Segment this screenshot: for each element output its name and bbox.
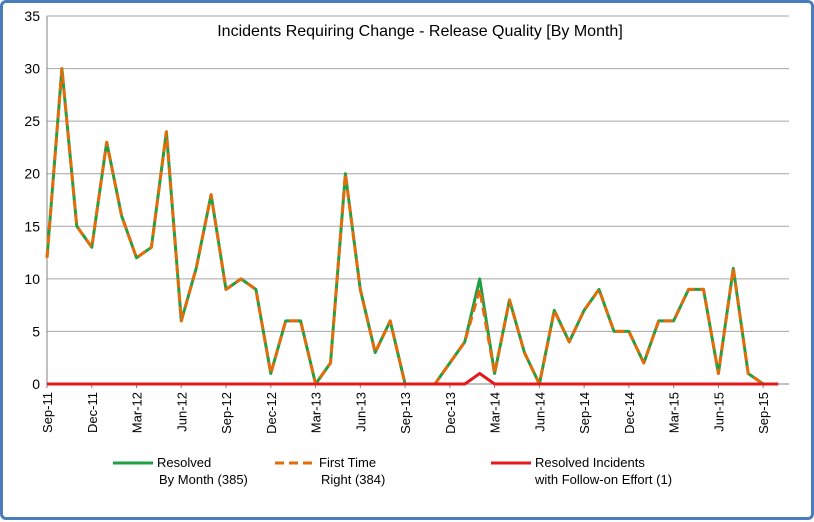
chart-title: Incidents Requiring Change - Release Qua… xyxy=(217,23,623,40)
x-tick-label: Mar-13 xyxy=(309,392,324,433)
x-axis-ticks: Sep-11 Dec-11 Mar-12 Jun-12 Sep-12 Dec-12 Mar-… xyxy=(40,384,771,434)
x-tick-label: Dec-11 xyxy=(85,392,100,433)
legend-label: By Month (385) xyxy=(159,472,248,487)
y-tick-label: 35 xyxy=(24,8,40,24)
x-tick-label: Jun-14 xyxy=(532,392,547,432)
legend-label: with Follow-on Effort (1) xyxy=(534,472,672,487)
x-tick-label: Mar-14 xyxy=(488,392,503,433)
legend-label: Right (384) xyxy=(321,472,385,487)
x-tick-label: Jun-12 xyxy=(174,392,189,432)
series-lines xyxy=(45,67,779,386)
x-tick-label: Jun-13 xyxy=(353,392,368,432)
y-tick-label: 30 xyxy=(24,61,40,77)
x-tick-label: Sep-11 xyxy=(40,392,55,433)
legend: Resolved By Month (385) First Time Right (3… xyxy=(113,455,672,487)
y-tick-label: 15 xyxy=(24,218,40,234)
x-tick-label: Mar-12 xyxy=(130,392,145,433)
legend-label: Resolved Incidents xyxy=(535,455,645,470)
x-tick-label: Sep-15 xyxy=(756,392,771,434)
y-tick-label: 20 xyxy=(24,166,40,182)
y-axis-ticks: 0 5 10 15 20 25 30 35 xyxy=(24,8,40,392)
x-tick-label: Dec-12 xyxy=(264,392,279,434)
x-tick-label: Sep-13 xyxy=(398,392,413,434)
gridlines xyxy=(47,15,789,332)
y-tick-label: 0 xyxy=(32,376,40,392)
y-tick-label: 5 xyxy=(32,323,40,339)
x-tick-label: Dec-13 xyxy=(443,392,458,434)
y-tick-label: 25 xyxy=(24,113,40,129)
x-tick-label: Dec-14 xyxy=(622,392,637,434)
y-tick-label: 10 xyxy=(24,271,40,287)
x-tick-label: Sep-12 xyxy=(219,392,234,434)
series-line-2 xyxy=(47,372,779,386)
legend-label: First Time xyxy=(319,455,376,470)
x-tick-label: Sep-14 xyxy=(577,392,592,434)
legend-label: Resolved xyxy=(157,455,211,470)
x-tick-label: Jun-15 xyxy=(711,392,726,432)
x-tick-label: Mar-15 xyxy=(667,392,682,433)
